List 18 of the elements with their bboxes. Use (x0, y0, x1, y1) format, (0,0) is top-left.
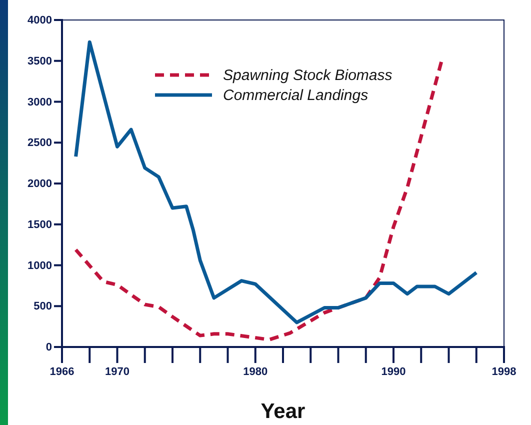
y-tick-label: 0 (46, 342, 52, 354)
y-tick-label: 3500 (28, 55, 52, 68)
y-tick-label: 4000 (28, 14, 52, 27)
x-tick-label: 1990 (381, 366, 406, 378)
y-tick-label: 2000 (28, 178, 52, 190)
x-tick-label: 1966 (50, 366, 74, 378)
line-series (74, 40, 478, 324)
y-tick-label: 1000 (28, 260, 52, 272)
y-tick-label: 2500 (28, 137, 52, 150)
x-tick-label: 1980 (243, 366, 268, 378)
x-axis-title: Year (260, 400, 306, 423)
legend-label: Commercial Landings (223, 87, 369, 104)
y-tick-label: 3000 (28, 96, 52, 108)
x-tick-label: 1998 (492, 366, 516, 378)
y-tick-label: 500 (34, 300, 52, 313)
y-tick-label: 1500 (28, 218, 52, 231)
x-tick-label: 1970 (105, 366, 130, 378)
legend-label: Spawning Stock Biomass (223, 67, 393, 84)
